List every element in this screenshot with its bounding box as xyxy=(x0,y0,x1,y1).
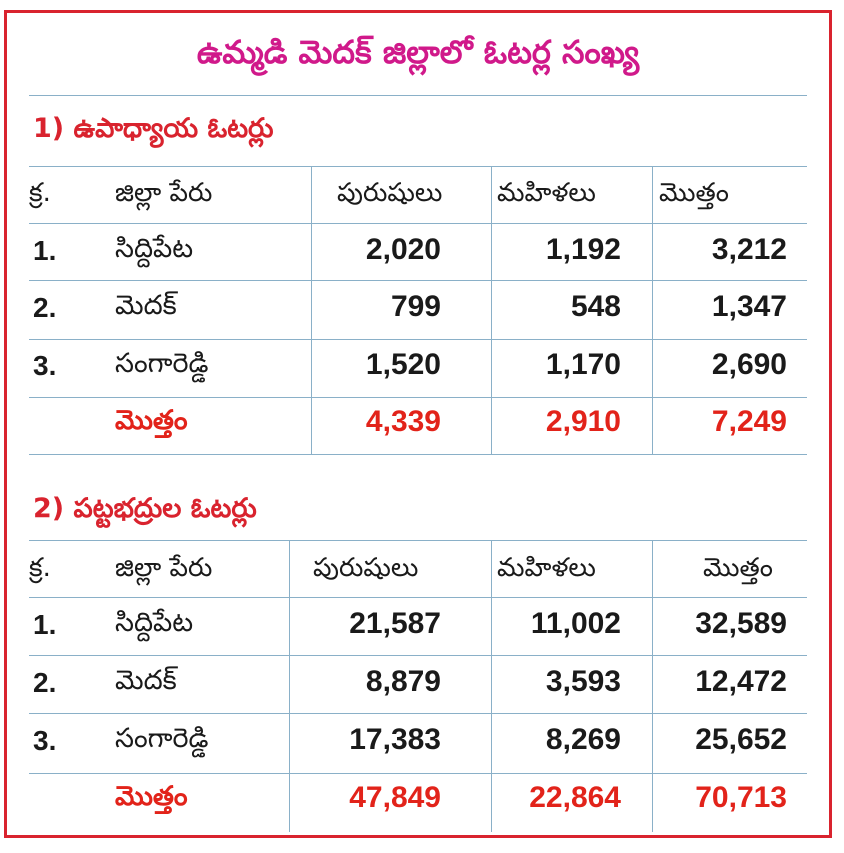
header-sno: క్ర. xyxy=(29,178,51,208)
divider xyxy=(652,540,653,832)
row-total: 25,652 xyxy=(695,723,787,756)
header-total: మొత్తం xyxy=(659,178,729,208)
header-total: మొత్తం xyxy=(703,553,773,583)
row-women: 3,593 xyxy=(545,665,621,698)
header-district: జిల్లా పేరు xyxy=(115,553,213,583)
divider xyxy=(311,166,312,454)
section-heading-graduates: 2) పట్టభద్రుల ఓటర్లు xyxy=(33,493,257,524)
row-district: మెదక్‌ xyxy=(115,290,177,321)
row-women: 8,269 xyxy=(545,723,621,756)
row-total: 1,347 xyxy=(711,290,787,323)
info-box: ఉమ్మడి మెదక్‌ జిల్లాలో ఓటర్ల సంఖ్య 1) ఉప… xyxy=(4,10,832,838)
header-district: జిల్లా పేరు xyxy=(115,178,213,208)
divider xyxy=(29,339,807,340)
row-women: 548 xyxy=(570,290,621,323)
row-district: సంగారెడ్డి xyxy=(115,348,209,379)
total-label: మొత్తం xyxy=(115,781,188,812)
row-men: 2,020 xyxy=(365,233,441,266)
row-men: 17,383 xyxy=(349,723,441,756)
divider xyxy=(29,773,807,774)
divider xyxy=(29,655,807,656)
row-sno: 2. xyxy=(33,667,57,698)
total-total: 7,249 xyxy=(711,405,787,438)
row-district: సిద్దిపేట xyxy=(115,607,194,638)
total-men: 47,849 xyxy=(349,781,441,814)
section-heading-teachers: 1) ఉపాధ్యాయ ఓటర్లు xyxy=(33,113,274,144)
header-sno: క్ర. xyxy=(29,553,51,583)
row-sno: 3. xyxy=(33,725,57,756)
total-women: 2,910 xyxy=(545,405,621,438)
divider xyxy=(29,597,807,598)
divider xyxy=(289,540,290,832)
row-women: 1,192 xyxy=(545,233,621,266)
divider xyxy=(29,713,807,714)
total-label: మొత్తం xyxy=(115,405,188,436)
divider xyxy=(491,540,492,832)
divider xyxy=(29,166,807,167)
divider xyxy=(29,397,807,398)
row-sno: 1. xyxy=(33,235,57,266)
header-women: మహిళలు xyxy=(497,178,596,208)
row-men: 21,587 xyxy=(349,607,441,640)
row-women: 11,002 xyxy=(530,607,621,640)
row-men: 1,520 xyxy=(365,348,441,381)
header-women: మహిళలు xyxy=(497,553,596,583)
row-sno: 1. xyxy=(33,609,57,640)
row-men: 799 xyxy=(390,290,441,323)
divider xyxy=(29,454,807,455)
row-district: మెదక్‌ xyxy=(115,665,177,696)
row-sno: 3. xyxy=(33,350,57,381)
title-divider xyxy=(29,95,807,96)
total-men: 4,339 xyxy=(365,405,441,438)
row-total: 32,589 xyxy=(695,607,787,640)
row-total: 3,212 xyxy=(711,233,787,266)
header-men: పురుషులు xyxy=(337,178,443,208)
row-sno: 2. xyxy=(33,292,57,323)
divider xyxy=(491,166,492,454)
total-women: 22,864 xyxy=(529,781,621,814)
row-total: 12,472 xyxy=(695,665,787,698)
row-women: 1,170 xyxy=(545,348,621,381)
divider xyxy=(652,166,653,454)
row-district: సంగారెడ్డి xyxy=(115,723,209,754)
divider xyxy=(29,223,807,224)
row-total: 2,690 xyxy=(711,348,787,381)
total-total: 70,713 xyxy=(695,781,787,814)
divider xyxy=(29,280,807,281)
row-district: సిద్దిపేట xyxy=(115,233,194,264)
row-men: 8,879 xyxy=(365,665,441,698)
header-men: పురుషులు xyxy=(313,553,419,583)
page-title: ఉమ్మడి మెదక్‌ జిల్లాలో ఓటర్ల సంఖ్య xyxy=(196,33,640,71)
divider xyxy=(29,540,807,541)
